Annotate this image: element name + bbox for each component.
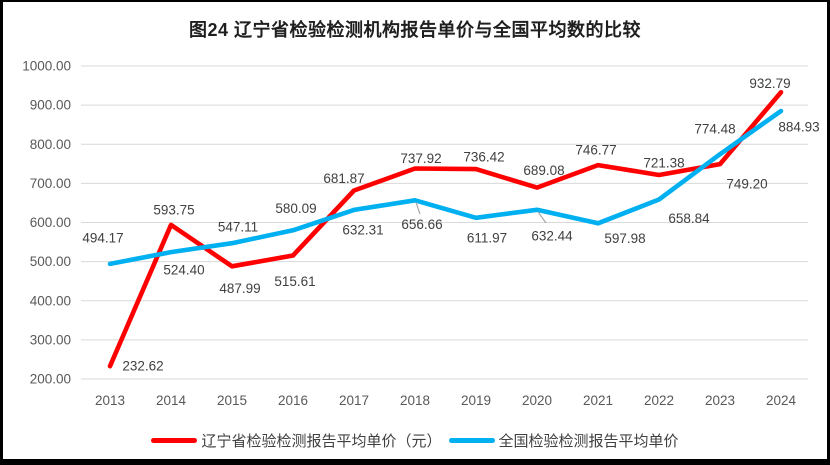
data-label: 232.62 bbox=[122, 359, 163, 374]
x-axis-tick-label: 2018 bbox=[400, 393, 430, 408]
data-label: 593.75 bbox=[153, 202, 194, 217]
data-label: 774.48 bbox=[694, 122, 735, 137]
legend-item-national: 全国检验检测报告平均单价 bbox=[448, 430, 679, 451]
label-leader-line bbox=[415, 202, 421, 215]
data-label: 611.97 bbox=[467, 230, 507, 245]
label-leader-line bbox=[537, 211, 547, 224]
data-label: 681.87 bbox=[323, 171, 364, 186]
y-axis-tick-label: 300.00 bbox=[30, 332, 71, 347]
x-axis-tick-label: 2013 bbox=[95, 393, 125, 408]
x-axis-tick-label: 2019 bbox=[461, 393, 491, 408]
x-axis-tick-label: 2015 bbox=[217, 393, 247, 408]
data-label: 749.20 bbox=[726, 177, 767, 192]
blue-line-swatch bbox=[448, 438, 495, 443]
y-axis-tick-label: 200.00 bbox=[30, 372, 71, 387]
y-axis-tick-label: 1000.00 bbox=[22, 59, 71, 74]
data-label: 689.08 bbox=[523, 163, 564, 178]
y-axis-tick-label: 600.00 bbox=[30, 215, 71, 230]
legend-item-liaoning: 辽宁省检验检测报告平均单价（元） bbox=[151, 430, 442, 451]
data-label: 746.77 bbox=[575, 143, 616, 158]
data-label: 487.99 bbox=[219, 281, 260, 296]
legend-label-liaoning: 辽宁省检验检测报告平均单价（元） bbox=[201, 433, 442, 450]
data-label: 884.93 bbox=[778, 120, 819, 135]
data-label: 658.84 bbox=[668, 211, 710, 226]
data-label: 632.44 bbox=[531, 228, 573, 243]
data-label: 580.09 bbox=[275, 201, 316, 216]
line-chart: 1000.00 900.00 800.00 700.00 600.00 500.00 400… bbox=[22, 59, 819, 409]
x-axis-tick-label: 2016 bbox=[278, 393, 308, 408]
red-line-swatch bbox=[151, 438, 198, 443]
x-axis-tick-label: 2021 bbox=[583, 393, 613, 408]
y-axis-tick-label: 800.00 bbox=[30, 137, 71, 152]
x-axis-tick-label: 2014 bbox=[156, 393, 187, 408]
data-label: 736.42 bbox=[463, 150, 504, 165]
data-label: 515.61 bbox=[274, 274, 315, 289]
y-axis-tick-label: 400.00 bbox=[30, 293, 71, 308]
y-axis-tick-label: 900.00 bbox=[30, 98, 71, 113]
y-axis-tick-label: 700.00 bbox=[30, 176, 71, 191]
national-line bbox=[107, 108, 784, 267]
x-axis-tick-label: 2024 bbox=[766, 393, 797, 408]
x-axis-tick-label: 2017 bbox=[339, 393, 369, 408]
data-label: 494.17 bbox=[82, 230, 123, 245]
legend: 辽宁省检验检测报告平均单价（元） 全国检验检测报告平均单价 bbox=[3, 430, 827, 451]
legend-label-national: 全国检验检测报告平均单价 bbox=[498, 433, 679, 450]
data-label: 656.66 bbox=[401, 217, 442, 232]
data-label: 632.31 bbox=[342, 222, 383, 237]
data-label: 737.92 bbox=[400, 151, 441, 166]
y-axis-tick-label: 500.00 bbox=[30, 254, 71, 269]
chart-title: 图24 辽宁省检验检测机构报告单价与全国平均数的比较 bbox=[188, 20, 642, 40]
x-axis-tick-label: 2020 bbox=[522, 393, 552, 408]
x-axis-tick-label: 2023 bbox=[705, 393, 735, 408]
data-label: 547.11 bbox=[218, 220, 258, 235]
liaoning-line bbox=[107, 90, 784, 369]
data-label: 524.40 bbox=[163, 263, 204, 278]
x-axis-tick-label: 2022 bbox=[644, 393, 674, 408]
data-label: 597.98 bbox=[604, 231, 645, 246]
data-label: 721.38 bbox=[643, 156, 684, 171]
data-label: 932.79 bbox=[749, 76, 790, 91]
